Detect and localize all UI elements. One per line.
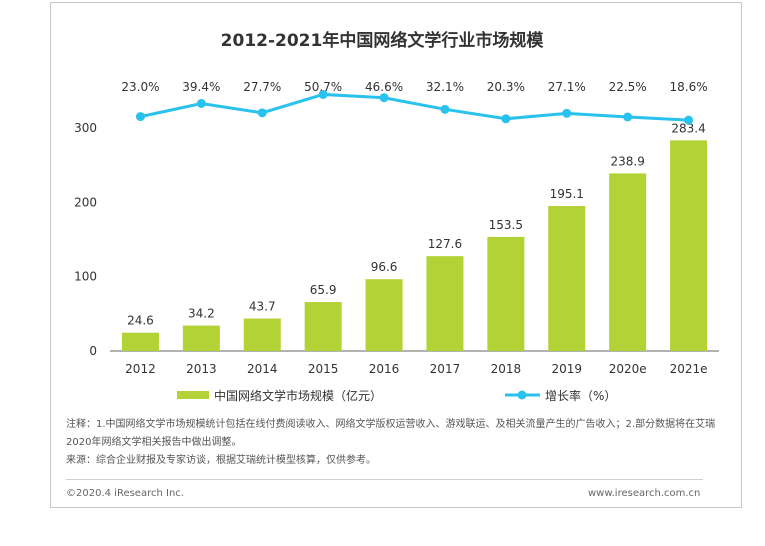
x-tick-label: 2019: [551, 362, 582, 376]
x-tick-label: 2018: [491, 362, 522, 376]
bar: [304, 302, 342, 351]
bar-value-label: 43.7: [249, 300, 276, 314]
growth-value-label: 27.7%: [243, 80, 281, 94]
source-line: 来源：综合企业财报及专家访谈，根据艾瑞统计模型核算，仅供参考。: [66, 455, 376, 466]
bar-labels: 24.6 34.2 43.7 65.9 96.6 127.6 153.5 195.1 238.9…: [127, 121, 706, 327]
y-tick-label: 300: [74, 121, 97, 135]
growth-value-label: 46.6%: [365, 80, 403, 94]
growth-value-label: 50.7%: [304, 80, 342, 94]
x-tick-label: 2015: [308, 362, 339, 376]
growth-value-label: 32.1%: [426, 80, 464, 94]
x-tick-label: 2020e: [609, 362, 647, 376]
bar: [121, 332, 159, 351]
growth-point: [440, 104, 450, 114]
growth-value-label: 39.4%: [182, 80, 220, 94]
bar: [426, 256, 464, 351]
bar: [243, 318, 281, 351]
legend-line-marker: [517, 390, 527, 400]
x-tick-label: 2021e: [670, 362, 708, 376]
bar: [487, 236, 525, 351]
y-tick-label: 100: [74, 270, 97, 284]
bar: [609, 173, 647, 351]
growth-point: [318, 89, 328, 99]
x-tick-label: 2012: [125, 362, 156, 376]
growth-value-label: 23.0%: [121, 80, 159, 94]
growth-point: [379, 93, 389, 103]
x-tick-label: 2016: [369, 362, 400, 376]
y-tick-label: 0: [89, 344, 97, 358]
growth-point: [684, 115, 694, 125]
bar-value-label: 34.2: [188, 307, 215, 321]
growth-point: [562, 108, 572, 118]
chart-frame: [50, 2, 742, 508]
footer-divider: [66, 479, 703, 480]
bar-value-label: 153.5: [489, 218, 523, 232]
bar-value-label: 127.6: [428, 237, 462, 251]
bar-value-label: 24.6: [127, 314, 154, 328]
growth-value-label: 27.1%: [548, 80, 586, 94]
growth-line-series: 23.0% 39.4% 27.7% 50.7% 46.6% 32.1% 20.3% 27.1%…: [121, 80, 708, 125]
x-tick-label: 2017: [430, 362, 461, 376]
bar-value-label: 238.9: [610, 154, 644, 168]
y-axis-ticks: 0 100 200 300: [74, 121, 97, 358]
x-tick-label: 2014: [247, 362, 278, 376]
note-line-1: 注释：1.中国网络文学市场规模统计包括在线付费阅读收入、网络文学版权运营收入、游…: [66, 419, 716, 430]
website-link[interactable]: www.iresearch.com.cn: [588, 488, 701, 499]
legend-bar-label: 中国网络文学市场规模（亿元）: [214, 388, 382, 403]
legend: 中国网络文学市场规模（亿元） 增长率（%）: [177, 388, 616, 403]
bar-value-label: 283.4: [671, 121, 705, 135]
note-line-2: 2020年网络文学相关报告中做出调整。: [66, 437, 242, 448]
bar: [670, 140, 708, 351]
bar: [365, 279, 403, 351]
bar-value-label: 96.6: [371, 260, 398, 274]
growth-point: [135, 112, 145, 122]
x-tick-label: 2013: [186, 362, 217, 376]
bar-series: [121, 140, 708, 351]
growth-point: [623, 112, 633, 122]
bar: [182, 325, 220, 351]
legend-line-label: 增长率（%）: [545, 388, 616, 403]
growth-line: [140, 92, 689, 122]
growth-value-label: 22.5%: [609, 80, 647, 94]
x-axis-ticks: 2012 2013 2014 2015 2016 2017 2018 2019 2020e 202…: [125, 362, 707, 376]
bar-value-label: 65.9: [310, 283, 337, 297]
bar-value-label: 195.1: [550, 187, 584, 201]
growth-value-label: 18.6%: [669, 80, 707, 94]
growth-value-label: 20.3%: [487, 80, 525, 94]
copyright-text: ©2020.4 iResearch Inc.: [66, 488, 184, 499]
growth-point: [257, 108, 267, 118]
growth-point: [196, 98, 206, 108]
legend-bar-swatch: [177, 391, 209, 399]
notes: 注释：1.中国网络文学市场规模统计包括在线付费阅读收入、网络文学版权运营收入、游…: [66, 416, 732, 470]
bar: [548, 205, 586, 351]
y-tick-label: 200: [74, 195, 97, 209]
chart-title: 2012-2021年中国网络文学行业市场规模: [221, 30, 545, 51]
growth-point: [501, 114, 511, 124]
